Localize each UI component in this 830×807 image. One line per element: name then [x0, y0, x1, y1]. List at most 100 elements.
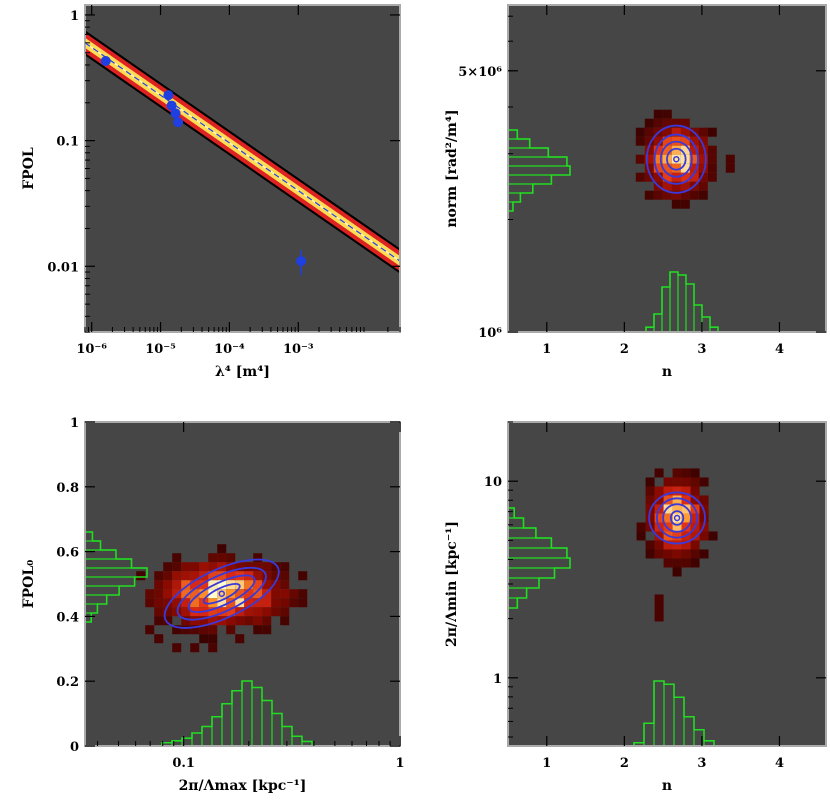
contour [659, 140, 693, 178]
heatmap-cell [698, 127, 708, 137]
heatmap-cell [644, 136, 654, 146]
heatmap-cell [172, 625, 182, 635]
heatmap-cell [662, 190, 672, 200]
heatmap-cell [280, 580, 290, 590]
contour [653, 133, 699, 185]
heatmap-cell [645, 495, 655, 505]
heatmap-cell [208, 571, 218, 581]
heatmap-cell [681, 540, 691, 550]
heatmap-cell [298, 598, 308, 608]
heatmap-cell [699, 495, 709, 505]
heatmap-cell [654, 468, 664, 478]
y-axis-label: 2π/Λmin [kpc⁻¹] [444, 521, 460, 647]
heatmap-cell [645, 513, 655, 523]
heatmap-cell [663, 558, 673, 568]
heatmap-cell [698, 136, 708, 146]
heatmap-cell [644, 190, 654, 200]
heatmap-cell [653, 118, 663, 128]
heatmap-cell [172, 553, 182, 563]
x-tick-label: 3 [697, 342, 706, 357]
heatmap-cell [154, 598, 164, 608]
x-tick-label: 10⁻⁴ [214, 342, 245, 357]
heatmap-cell [199, 580, 209, 590]
heatmap-cell [681, 477, 691, 487]
y-histogram-outline [85, 531, 148, 623]
heatmap-cell [653, 190, 663, 200]
heatmap-cell [672, 486, 682, 496]
heatmap-cell [663, 549, 673, 559]
heatmap-cell [699, 549, 709, 559]
contour [656, 497, 699, 539]
heatmap-cell [190, 643, 200, 653]
contour [176, 566, 267, 621]
x-tick-label: 2 [620, 342, 629, 357]
heatmap-cell [690, 513, 700, 523]
heatmap-cell [226, 616, 236, 626]
heatmap-cell [644, 163, 654, 173]
contour [662, 503, 692, 533]
heatmap-cell [690, 468, 700, 478]
heatmap-cell [672, 540, 682, 550]
heatmap-cell [208, 589, 218, 599]
heatmap-cell [226, 562, 236, 572]
data-point [296, 256, 307, 267]
heatmap-cell [181, 562, 191, 572]
heatmap-cell [681, 468, 691, 478]
heatmap-cell [217, 571, 227, 581]
heatmap-cell [689, 163, 699, 173]
heatmap-cell [699, 531, 709, 541]
heatmap-cell [262, 580, 272, 590]
x-tick-label: 10⁻⁵ [145, 342, 176, 357]
heatmap-cell [154, 634, 164, 644]
heatmap-cell [662, 109, 672, 119]
x-tick-label: 3 [697, 756, 706, 771]
heatmap-cell [190, 580, 200, 590]
heatmap-cell [190, 598, 200, 608]
heatmap-cell [253, 616, 263, 626]
heatmap-cell [235, 589, 245, 599]
heatmap-cell [654, 540, 664, 550]
heatmap-cell [662, 127, 672, 137]
heatmap-cell [154, 607, 164, 617]
heatmap-cell [253, 598, 263, 608]
heatmap-cell [653, 154, 663, 164]
heatmap-cell [707, 163, 717, 173]
heatmap-cell [645, 549, 655, 559]
data-point [170, 108, 181, 119]
y-tick-label: 5×10⁶ [458, 65, 502, 80]
heatmap-cell [217, 580, 227, 590]
heatmap-cell [680, 172, 690, 182]
heatmap-cell [253, 580, 263, 590]
heatmap-cell [689, 172, 699, 182]
heatmap-cell [662, 118, 672, 128]
heatmap-cell [244, 589, 254, 599]
heatmap-cell [190, 616, 200, 626]
y-tick-label: 0.6 [56, 546, 79, 561]
panel-lambda-min-vs-n: 1 2 3 4 1 10 n 2π/Λmin [kpc⁻¹] [444, 421, 827, 794]
plot-frame-2 [84, 421, 401, 747]
contour [163, 558, 280, 629]
heatmap-cell [680, 181, 690, 191]
heatmap-cell [226, 607, 236, 617]
y-tick-label: 0.2 [56, 675, 79, 690]
heatmap-cell [654, 486, 664, 496]
model-line [85, 42, 400, 262]
heatmap-cell [653, 109, 663, 119]
heatmap-cell [672, 558, 682, 568]
heatmap-cell [671, 127, 681, 137]
heatmap-cell [690, 558, 700, 568]
heatmap-cell [636, 522, 646, 532]
contour-peak [673, 155, 680, 163]
heatmap-cell [271, 580, 281, 590]
heatmap-cell [271, 598, 281, 608]
y-marginal-histogram [508, 129, 571, 212]
heatmap-cell [681, 558, 691, 568]
heatmap-cell [154, 580, 164, 590]
data-point [163, 90, 174, 101]
heatmap-cell [271, 562, 281, 572]
heatmap-cell [181, 571, 191, 581]
heatmap-cell [690, 477, 700, 487]
y-tick-label: 0.8 [56, 481, 79, 496]
heatmap-cell [671, 199, 681, 209]
heatmap-cell [262, 607, 272, 617]
